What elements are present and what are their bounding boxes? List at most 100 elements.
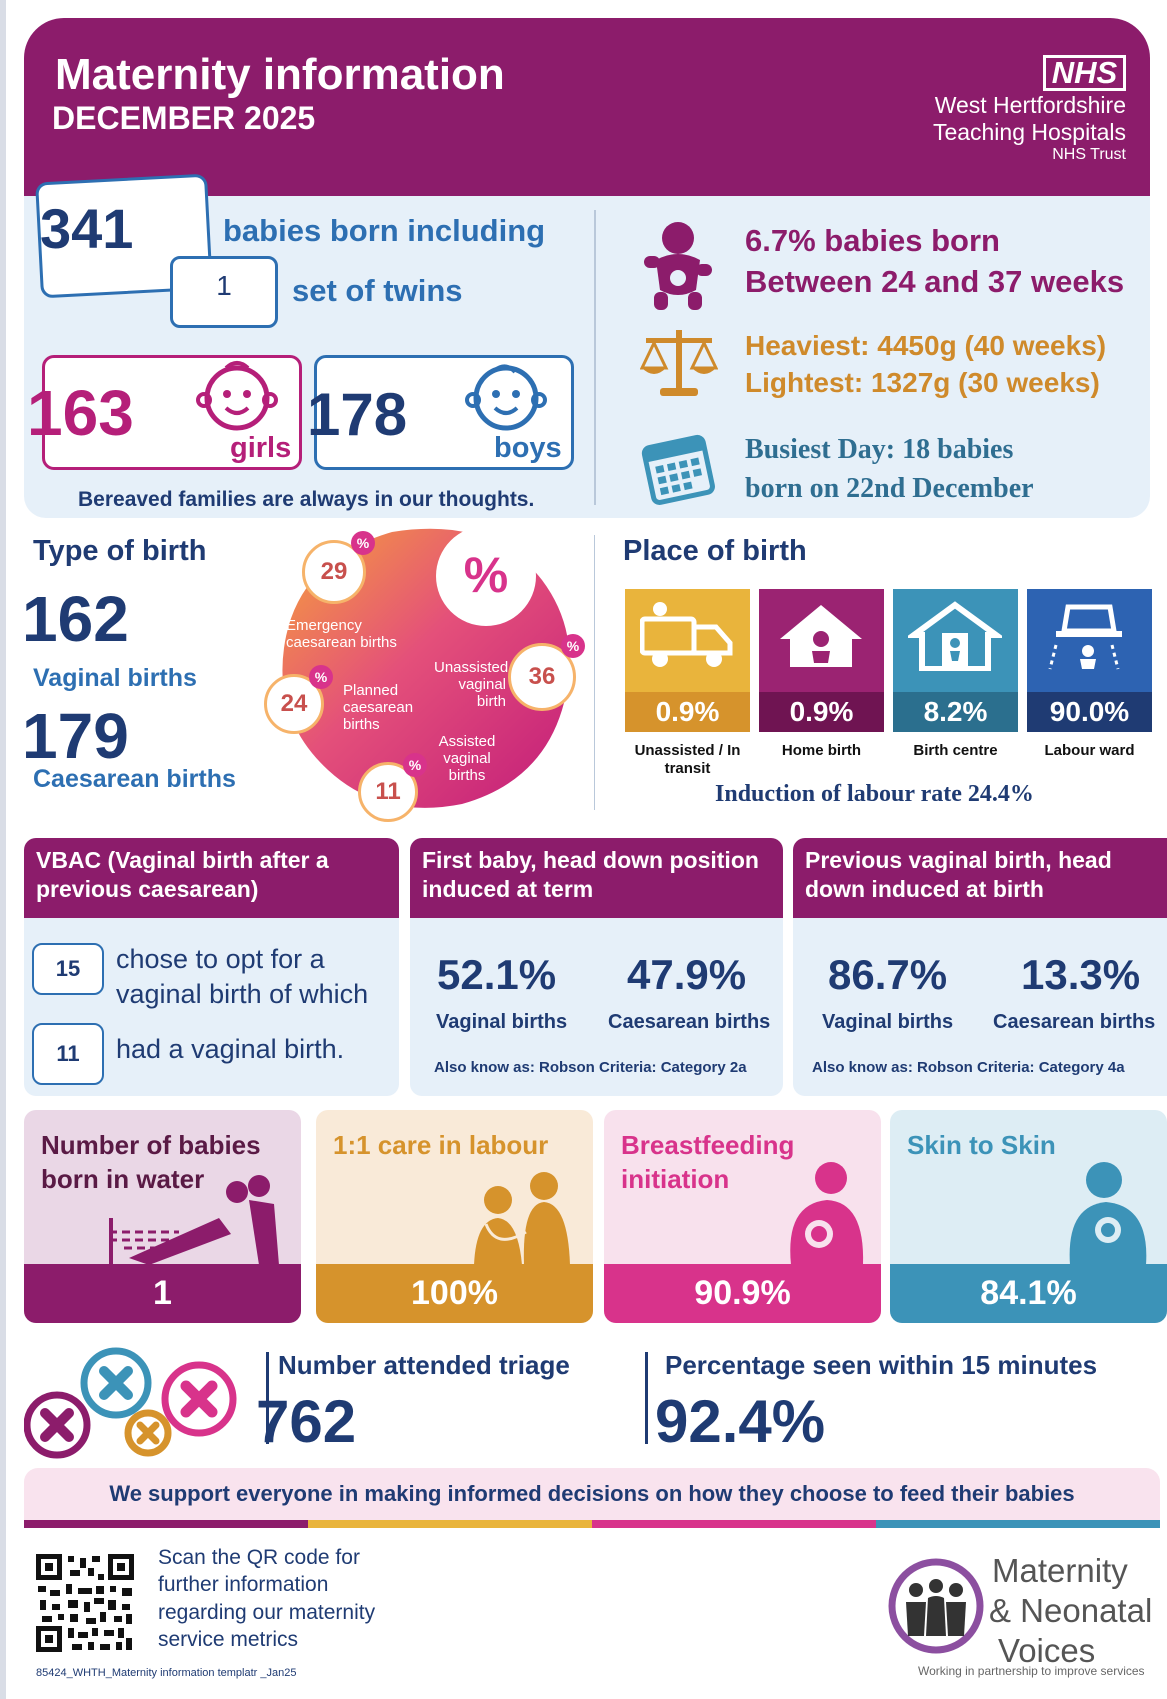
card-title: 1:1 care in labour — [333, 1130, 549, 1160]
report-month: DECEMBER 2025 — [52, 100, 316, 136]
mnv-line3: Voices — [998, 1632, 1096, 1669]
vaginal-births-value: 162 — [22, 583, 129, 655]
percent-sign: % — [309, 665, 333, 689]
percentage-bubble: 24% — [264, 665, 333, 734]
preterm-line2: Between 24 and 37 weeks — [745, 264, 1125, 299]
previous-vaginal-panel-title: Previous vaginal birth, head down induce… — [793, 838, 1167, 918]
place-label: Home birth — [781, 742, 862, 759]
percent-sign: % — [351, 531, 375, 555]
twins-box — [170, 256, 278, 328]
busiest-day-line1: Busiest Day: 18 babies — [745, 434, 1014, 465]
skin-to-skin-icon — [1069, 1162, 1147, 1265]
header-banner — [24, 18, 1150, 196]
percentage-value: 24 — [280, 690, 308, 717]
segment-label-emergency: Emergency caesarean births — [286, 617, 397, 651]
colour-stripe — [24, 1520, 308, 1528]
place-label: Labour ward — [1044, 742, 1135, 759]
lightest-baby: Lightest: 1327g (30 weeks) — [745, 367, 1100, 398]
induction-rate: Induction of labour rate 24.4% — [715, 781, 1034, 807]
water-birth-icon — [109, 1175, 279, 1265]
triage-attended-label: Number attended triage — [278, 1350, 570, 1380]
divider — [645, 1352, 648, 1444]
home-icon — [774, 601, 868, 676]
previous-vaginal-vaginal-label: Vaginal births — [822, 1011, 954, 1033]
first-baby-caesarean-pct: 47.9% — [627, 951, 747, 998]
birth-type-graphic: % — [282, 526, 570, 808]
divider — [266, 1352, 269, 1444]
boys-box — [314, 355, 574, 470]
type-of-birth-title: Type of birth — [33, 535, 207, 567]
ambulance-icon — [639, 601, 734, 676]
first-baby-robson: Also know as: Robson Criteria: Category … — [434, 1059, 747, 1076]
vaginal-births-label: Vaginal births — [33, 664, 197, 692]
baby-girl-icon — [196, 361, 278, 431]
skin-to-skin-value: 84.1% — [890, 1264, 1167, 1323]
place-value: 8.2% — [893, 692, 1018, 732]
busiest-day-line2: born on 22nd December — [745, 473, 1034, 504]
baby-icon — [644, 222, 712, 310]
caesarean-births-label: Caesarean births — [33, 765, 236, 793]
trust-name-line2: Teaching Hospitals — [932, 119, 1126, 145]
first-baby-panel — [410, 918, 783, 1096]
triage-seen-label: Percentage seen within 15 minutes — [665, 1350, 1098, 1380]
first-baby-vaginal-pct: 52.1% — [437, 951, 557, 998]
qr-code[interactable] — [36, 1554, 134, 1652]
vbac-opted-label-2: vaginal birth of which — [116, 979, 369, 1009]
segment-label-assisted: Assisted vaginal births — [438, 733, 496, 784]
percentage-value: 36 — [528, 663, 556, 690]
trust-name-line1: West Hertfordshire — [934, 92, 1126, 118]
percentage-bubble: 11% — [358, 753, 427, 822]
percent-sign: % — [403, 753, 427, 777]
card-title: Number of babies born in water — [41, 1130, 261, 1194]
breastfeeding-value: 90.9% — [604, 1264, 881, 1323]
divider — [594, 535, 595, 810]
weighing-scales-icon — [640, 330, 718, 396]
vbac-opted-count: 15 — [32, 943, 104, 995]
triage-crosses-icon — [24, 1347, 237, 1459]
left-edge — [0, 0, 6, 1699]
first-baby-panel-title: First baby, head down position induced a… — [410, 838, 783, 918]
percent-symbol: % — [464, 547, 508, 603]
heaviest-baby: Heaviest: 4450g (40 weeks) — [745, 330, 1107, 361]
previous-vaginal-robson: Also know as: Robson Criteria: Category … — [812, 1059, 1125, 1076]
boys-label: boys — [494, 432, 562, 464]
qr-text-3: regarding our maternity — [158, 1601, 376, 1624]
water-birth-card: Number of babies born in water 1 — [24, 1110, 301, 1323]
triage-attended-value: 762 — [256, 1388, 357, 1455]
one-to-one-care-card: 1:1 care in labour 100% — [316, 1110, 593, 1323]
water-birth-value: 1 — [24, 1264, 301, 1323]
caesarean-births-value: 179 — [22, 700, 129, 772]
vbac-opted-label-1: chose to opt for a — [116, 944, 325, 974]
first-baby-caesarean-label: Caesarean births — [608, 1011, 771, 1033]
place-value: 90.0% — [1027, 692, 1152, 732]
trust-name-line3: NHS Trust — [1052, 146, 1126, 163]
breastfeeding-icon — [790, 1162, 864, 1265]
birth-centre-icon — [904, 601, 1006, 676]
bereaved-message: Bereaved families are always in our thou… — [78, 488, 535, 511]
feeding-support-message: We support everyone in making informed d… — [24, 1468, 1160, 1520]
midwife-care-icon — [474, 1172, 570, 1265]
percentage-bubble: 36% — [508, 634, 585, 711]
qr-text-4: service metrics — [158, 1628, 299, 1651]
nhs-logo: NHS — [1043, 55, 1126, 91]
girls-label: girls — [230, 432, 292, 464]
twins-label: set of twins — [292, 273, 463, 308]
percentage-value: 11 — [375, 778, 401, 805]
place-value: 0.9% — [625, 692, 750, 732]
vbac-panel-title: VBAC (Vaginal birth after a previous cae… — [24, 838, 399, 918]
triage-seen-value: 92.4% — [655, 1388, 826, 1455]
colour-stripe — [592, 1520, 876, 1528]
previous-vaginal-caesarean-pct: 13.3% — [1021, 951, 1141, 998]
one-to-one-care-value: 100% — [316, 1264, 593, 1323]
total-births-value: 341 — [40, 197, 134, 260]
previous-vaginal-vaginal-pct: 86.7% — [828, 951, 948, 998]
total-births-label: babies born including — [223, 213, 546, 248]
percentage-value: 29 — [320, 558, 348, 585]
place-of-birth-title: Place of birth — [623, 535, 807, 567]
maternity-voices-logo — [888, 1558, 984, 1654]
divider — [594, 210, 596, 505]
file-reference: 85424_WHTH_Maternity information templat… — [36, 1667, 297, 1679]
first-baby-vaginal-label: Vaginal births — [436, 1011, 568, 1033]
qr-text-2: further information — [158, 1573, 329, 1596]
percentage-bubble: 29% — [302, 531, 375, 604]
